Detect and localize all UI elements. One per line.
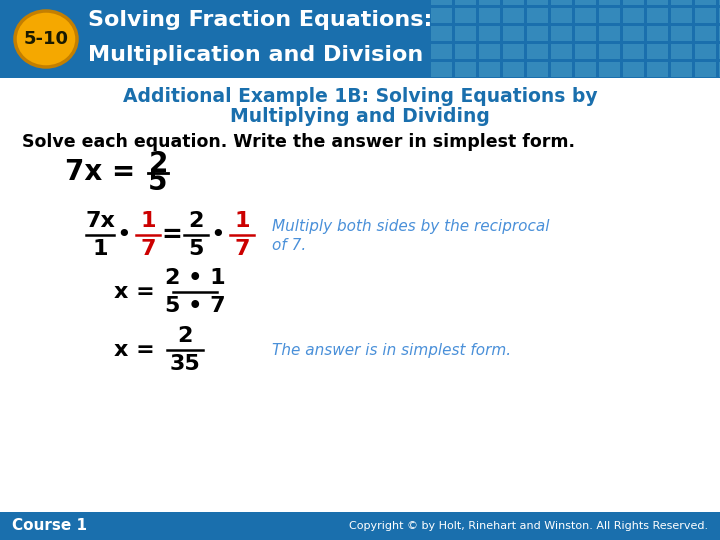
Text: Copyright © by Holt, Rinehart and Winston. All Rights Reserved.: Copyright © by Holt, Rinehart and Winsto… [349, 521, 708, 531]
Bar [0, 0, 720, 78]
Text: 7: 7 [140, 239, 156, 259]
Text: Solving Fraction Equations:: Solving Fraction Equations: [88, 10, 433, 30]
Bar [647, 26, 668, 41]
Text: 5 • 7: 5 • 7 [165, 296, 225, 316]
Text: Solve each equation. Write the answer in simplest form.: Solve each equation. Write the answer in… [22, 133, 575, 151]
Bar [527, 44, 548, 59]
Bar [479, 0, 500, 5]
Bar [551, 26, 572, 41]
Text: •: • [211, 223, 225, 247]
Text: 5: 5 [189, 239, 204, 259]
Text: The answer is in simplest form.: The answer is in simplest form. [272, 342, 511, 357]
Bar [575, 26, 596, 41]
Bar [575, 44, 596, 59]
Bar [431, 0, 452, 5]
Bar [671, 26, 692, 41]
Text: •: • [117, 223, 131, 247]
Bar [719, 26, 720, 41]
Bar [647, 8, 668, 23]
Text: 1: 1 [234, 211, 250, 231]
Bar [695, 44, 716, 59]
Text: 1: 1 [92, 239, 108, 259]
Bar [503, 26, 524, 41]
Text: Additional Example 1B: Solving Equations by: Additional Example 1B: Solving Equations… [122, 87, 598, 106]
Bar [551, 0, 572, 5]
Bar [503, 0, 524, 5]
Bar [431, 62, 452, 77]
Text: Course 1: Course 1 [12, 518, 87, 534]
Ellipse shape [15, 11, 77, 67]
Bar [623, 0, 644, 5]
Bar [695, 26, 716, 41]
Text: of 7.: of 7. [272, 238, 306, 253]
Bar [695, 8, 716, 23]
Bar [671, 8, 692, 23]
Bar [479, 8, 500, 23]
Bar [647, 62, 668, 77]
Bar [719, 62, 720, 77]
Bar [455, 26, 476, 41]
Text: Multiplying and Dividing: Multiplying and Dividing [230, 107, 490, 126]
Bar [455, 8, 476, 23]
Bar [575, 0, 596, 5]
Bar [575, 62, 596, 77]
Bar [455, 0, 476, 5]
Text: 2: 2 [148, 150, 168, 178]
Text: 1: 1 [140, 211, 156, 231]
Bar [431, 8, 452, 23]
Bar [431, 26, 452, 41]
Text: Multiplication and Division: Multiplication and Division [88, 45, 423, 65]
Bar [671, 0, 692, 5]
Bar [719, 44, 720, 59]
Bar [455, 44, 476, 59]
Text: x =: x = [114, 282, 155, 302]
Text: 35: 35 [170, 354, 200, 374]
Bar [647, 44, 668, 59]
Bar [599, 26, 620, 41]
Bar [599, 8, 620, 23]
Bar [551, 44, 572, 59]
Bar [575, 8, 596, 23]
Bar [623, 8, 644, 23]
Bar [479, 44, 500, 59]
Bar [671, 44, 692, 59]
Text: Multiply both sides by the reciprocal: Multiply both sides by the reciprocal [272, 219, 549, 234]
Bar [455, 62, 476, 77]
Bar [599, 0, 620, 5]
Text: 7x =: 7x = [65, 158, 135, 186]
Bar [623, 26, 644, 41]
Text: x =: x = [114, 340, 155, 360]
Bar [695, 0, 716, 5]
Bar [503, 8, 524, 23]
Bar [527, 26, 548, 41]
Text: 2 • 1: 2 • 1 [165, 268, 225, 288]
Bar [479, 26, 500, 41]
Bar [599, 44, 620, 59]
Bar [551, 8, 572, 23]
Bar [647, 0, 668, 5]
Bar [0, 512, 720, 540]
Bar [719, 0, 720, 5]
Text: 5: 5 [148, 168, 168, 196]
Bar [527, 0, 548, 5]
Text: 2: 2 [189, 211, 204, 231]
Bar [527, 62, 548, 77]
Bar [479, 62, 500, 77]
Bar [671, 62, 692, 77]
Bar [503, 44, 524, 59]
Text: 7: 7 [234, 239, 250, 259]
Bar [623, 44, 644, 59]
Bar [503, 62, 524, 77]
Text: 2: 2 [177, 326, 193, 346]
Bar [551, 62, 572, 77]
Bar [623, 62, 644, 77]
Bar [431, 44, 452, 59]
Bar [695, 62, 716, 77]
Bar [527, 8, 548, 23]
Bar [719, 8, 720, 23]
Bar [599, 62, 620, 77]
Text: 7x: 7x [85, 211, 115, 231]
Text: =: = [161, 223, 182, 247]
Text: 5-10: 5-10 [24, 30, 68, 48]
